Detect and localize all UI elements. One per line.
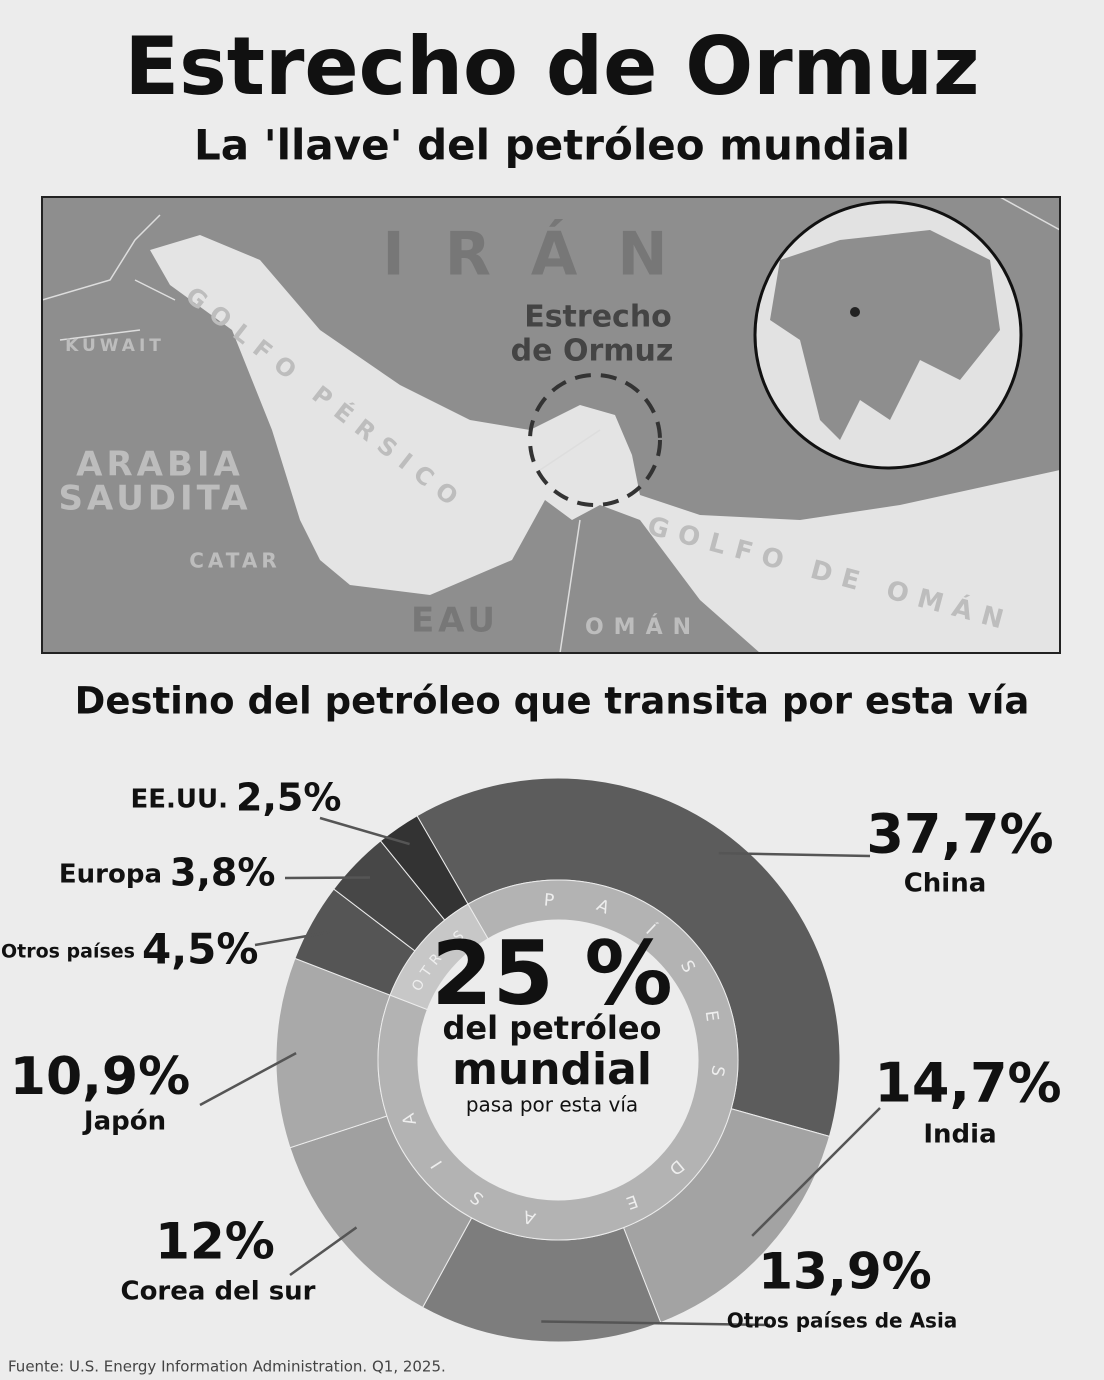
leader-line	[541, 1320, 771, 1327]
category-label: India	[923, 1120, 996, 1150]
category-label: China	[904, 869, 987, 899]
footer: Fuente: U.S. Energy Information Administ…	[8, 1358, 446, 1376]
category-label: Corea del sur	[120, 1277, 315, 1307]
leader-line	[289, 1226, 358, 1277]
map-label: OMÁN	[585, 614, 701, 640]
map: Estrecho de Ormuz	[41, 196, 1061, 654]
leader-line	[319, 816, 410, 846]
donut-hole	[418, 920, 698, 1200]
map-label: EAU	[411, 601, 499, 641]
center-text: del petróleo	[442, 1009, 661, 1047]
category-label: Otros países de Asia	[727, 1309, 958, 1333]
subtitle: La 'llave' del petróleo mundial	[194, 121, 910, 170]
title: Estrecho de Ormuz	[124, 20, 979, 113]
value-label: 4,5%	[142, 925, 258, 974]
value-label: 14,7%	[874, 1052, 1061, 1115]
strait-label: de Ormuz	[511, 334, 674, 369]
center-text: mundial	[452, 1044, 652, 1095]
map-label: ARABIA	[76, 445, 244, 485]
leader-line	[284, 876, 371, 880]
strait-circle	[528, 373, 662, 507]
borders	[42, 197, 1060, 653]
value-label: 3,8%	[170, 851, 275, 895]
map-label: IRÁN	[382, 219, 707, 290]
value-label: 13,9%	[758, 1243, 931, 1301]
value-label: 10,9%	[10, 1047, 190, 1107]
value-label: 12%	[155, 1213, 275, 1271]
globe-land	[770, 230, 1000, 440]
center-text: pasa por esta vía	[466, 1093, 638, 1117]
category-label: EE.UU.	[131, 785, 229, 815]
category-label: Otros países	[1, 941, 135, 963]
chart-title: Destino del petróleo que transita por es…	[75, 680, 1030, 723]
category-label: Japón	[82, 1107, 166, 1137]
map-label: CATAR	[189, 549, 281, 573]
leader-line	[718, 851, 871, 858]
value-label: 2,5%	[236, 776, 341, 820]
value-label: 37,7%	[866, 803, 1053, 866]
map-frame	[41, 196, 1061, 654]
leader-line	[254, 930, 330, 947]
gulf-water	[150, 235, 1060, 653]
map-label: KUWAIT	[65, 336, 165, 356]
strait-label: Estrecho	[524, 300, 672, 335]
leader-line	[751, 1107, 881, 1237]
map-label: SAUDITA	[58, 479, 251, 519]
center-text: 25 %	[431, 922, 672, 1025]
leader-line	[199, 1052, 297, 1107]
globe-marker	[850, 307, 860, 317]
category-label: Europa	[59, 860, 162, 890]
